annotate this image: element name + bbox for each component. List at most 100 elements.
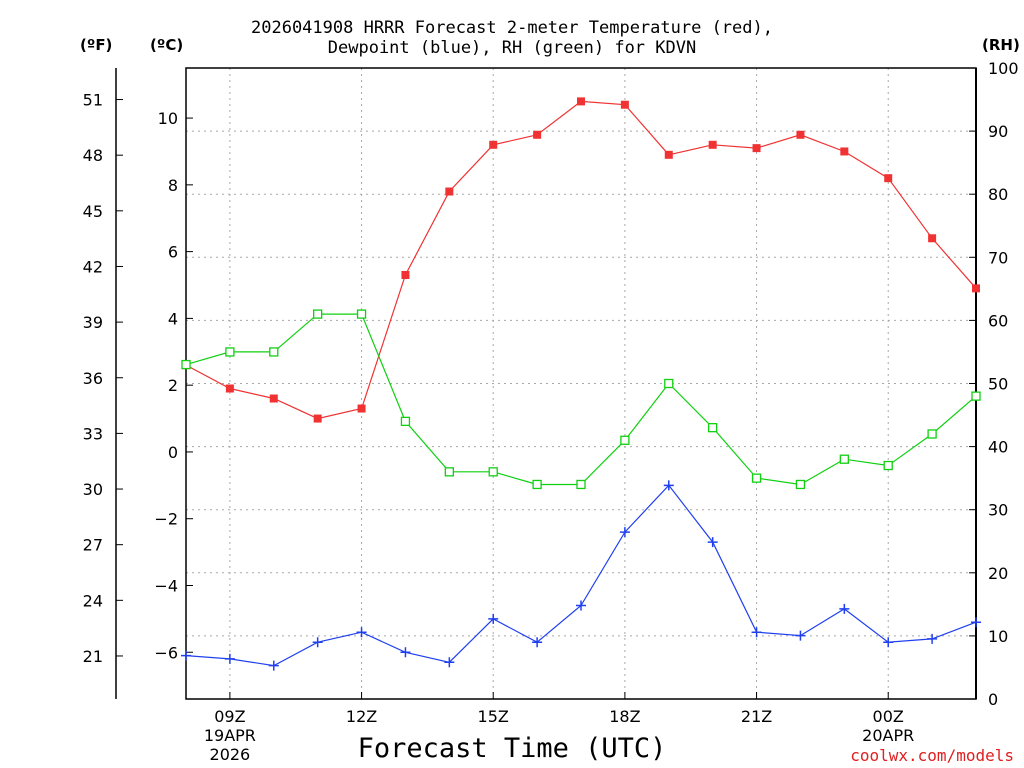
fahrenheit-unit-label: (ºF) (80, 36, 113, 54)
temperature-point (269, 394, 278, 403)
temperature-point (401, 270, 410, 279)
rh-point (488, 467, 498, 477)
rh-tick-label: 40 (988, 438, 1008, 457)
fahrenheit-tick-label: 30 (83, 480, 103, 499)
temperature-point (928, 234, 937, 243)
rh-point (620, 435, 630, 445)
fahrenheit-tick-label: 48 (83, 146, 103, 165)
dewpoint-point (883, 637, 894, 648)
dewpoint-point (707, 537, 718, 548)
rh-point (971, 391, 981, 401)
fahrenheit-tick-label: 33 (83, 424, 103, 443)
temperature-point (313, 414, 322, 423)
celsius-tick-label: 4 (168, 309, 178, 328)
rh-point (356, 309, 367, 319)
rh-point (444, 467, 454, 477)
celsius-tick-label: −6 (154, 643, 178, 662)
fahrenheit-tick-label: 36 (83, 369, 103, 388)
dewpoint-point (751, 627, 762, 638)
x-tick-label: 00Z (873, 707, 904, 726)
celsius-tick-label: 6 (168, 243, 178, 262)
temperature-point (489, 140, 498, 149)
dewpoint-point (839, 603, 850, 614)
fahrenheit-tick-label: 42 (83, 257, 103, 276)
dewpoint-point (400, 647, 411, 658)
rh-tick-label: 70 (988, 248, 1008, 267)
rh-unit-label: (RH) (982, 36, 1020, 54)
temperature-point (620, 100, 629, 109)
rh-point (927, 429, 937, 439)
rh-tick-label: 50 (988, 375, 1008, 394)
temperature-point (664, 150, 673, 159)
temperature-line (185, 100, 977, 420)
celsius-tick-label: 0 (168, 443, 178, 462)
rh-point (839, 454, 849, 464)
dewpoint-point (488, 613, 499, 624)
rh-point (225, 347, 235, 357)
x-tick-label: 18Z (609, 707, 640, 726)
rh-point (269, 347, 279, 357)
fahrenheit-tick-label: 45 (83, 202, 103, 221)
temperature-point (752, 144, 761, 153)
source-credit: coolwx.com/models (850, 746, 1014, 765)
rh-point (576, 479, 586, 490)
x-axis-title: Forecast Time (UTC) (357, 733, 667, 764)
x-tick-label: 21Z (741, 707, 772, 726)
rh-point (751, 473, 762, 483)
dewpoint-point (312, 637, 323, 648)
rh-point (795, 479, 806, 490)
fahrenheit-tick-label: 27 (83, 536, 103, 555)
rh-point (664, 378, 674, 389)
dewpoint-point (532, 637, 543, 648)
temperature-point (796, 130, 805, 139)
rh-line (185, 313, 977, 486)
celsius-tick-label: 2 (168, 376, 178, 395)
temperature-point (533, 130, 542, 139)
rh-point (883, 460, 893, 471)
chart-title-line-2: Dewpoint (blue), RH (green) for KDVN (327, 38, 697, 58)
temperature-point (840, 147, 849, 156)
fahrenheit-tick-label: 51 (83, 91, 103, 110)
rh-tick-label: 100 (988, 59, 1019, 78)
temperature-point (577, 97, 585, 106)
dewpoint-point (576, 600, 586, 611)
fahrenheit-tick-label: 24 (83, 591, 103, 610)
dewpoint-point (181, 650, 191, 661)
temperature-point (708, 140, 717, 149)
dewpoint-point (444, 657, 455, 668)
x-tick-date-label: 19APR (204, 726, 256, 745)
temperature-point (972, 284, 980, 293)
dewpoint-point (356, 627, 367, 638)
x-tick-label: 15Z (478, 707, 509, 726)
dewpoint-line (185, 484, 977, 667)
rh-tick-label: 90 (988, 122, 1008, 141)
dewpoint-point (795, 630, 806, 641)
dewpoint-point (663, 480, 674, 491)
rh-point (708, 423, 718, 433)
dewpoint-point (224, 653, 235, 664)
celsius-tick-label: 8 (168, 176, 178, 195)
dewpoint-point (971, 617, 981, 628)
x-tick-label: 09Z (214, 707, 245, 726)
celsius-tick-label: 10 (158, 109, 178, 128)
rh-point (532, 479, 542, 490)
rh-point (400, 416, 411, 427)
rh-tick-label: 60 (988, 311, 1008, 330)
rh-point (181, 359, 191, 370)
rh-tick-label: 80 (988, 185, 1008, 204)
dewpoint-point (619, 527, 630, 538)
temperature-point (884, 174, 893, 183)
fahrenheit-tick-label: 39 (83, 313, 103, 332)
x-tick-year-label: 2026 (210, 745, 251, 764)
dewpoint-point (927, 633, 938, 644)
temperature-point (357, 404, 366, 413)
x-tick-label: 12Z (346, 707, 377, 726)
rh-tick-label: 30 (988, 501, 1008, 520)
celsius-tick-label: −2 (154, 510, 178, 529)
rh-point (313, 309, 323, 319)
rh-tick-label: 0 (988, 690, 998, 709)
dewpoint-point (268, 660, 279, 671)
chart-title-line-1: 2026041908 HRRR Forecast 2-meter Tempera… (251, 18, 773, 38)
fahrenheit-tick-label: 21 (83, 647, 103, 666)
